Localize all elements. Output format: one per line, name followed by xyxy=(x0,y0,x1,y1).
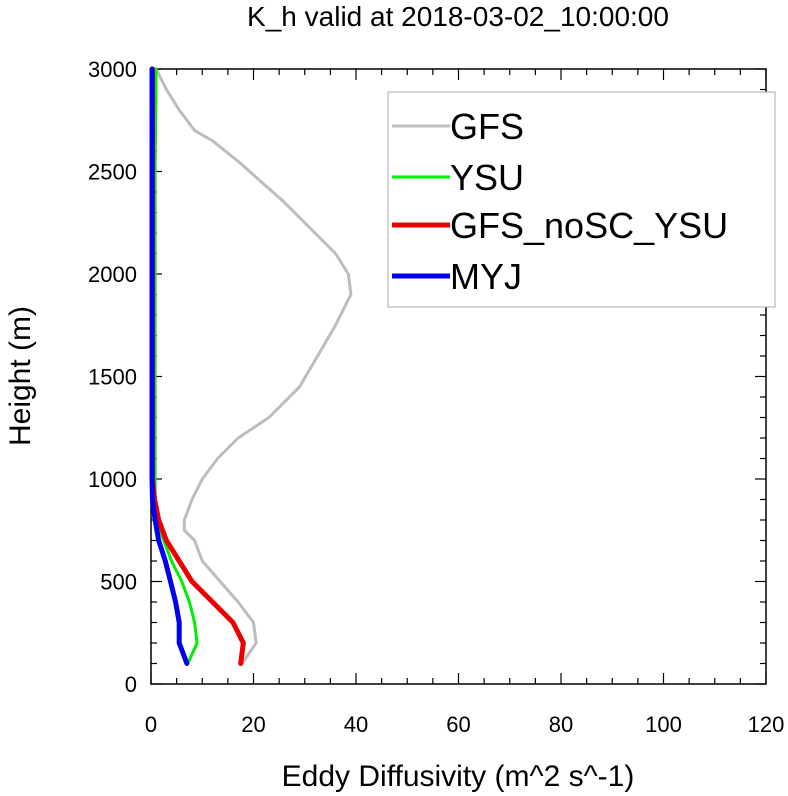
x-tick-label: 40 xyxy=(344,712,368,737)
y-axis-label: Height (m) xyxy=(4,306,37,446)
legend-box xyxy=(387,91,776,308)
y-tick-label: 0 xyxy=(125,672,137,697)
y-tick-label: 3000 xyxy=(88,57,137,82)
x-tick-label: 20 xyxy=(241,712,265,737)
legend-label: GFS_noSC_YSU xyxy=(450,205,728,246)
legend-label: GFS xyxy=(450,106,524,147)
series-line-ysu xyxy=(153,67,199,665)
y-tick-label: 2500 xyxy=(88,160,137,185)
legend-label: MYJ xyxy=(450,256,522,297)
x-tick-label: 60 xyxy=(446,712,470,737)
x-tick-label: 120 xyxy=(748,712,785,737)
y-tick-label: 2000 xyxy=(88,262,137,287)
x-tick-label: 100 xyxy=(645,712,682,737)
x-tick-label: 0 xyxy=(145,712,157,737)
legend-label: YSU xyxy=(450,157,524,198)
legend: GFS YSU GFS_noSC_YSU MYJ xyxy=(387,91,776,308)
x-axis-label: Eddy Diffusivity (m^2 s^-1) xyxy=(282,760,635,793)
chart-title: K_h valid at 2018-03-02_10:00:00 xyxy=(247,1,669,32)
y-tick-label: 1500 xyxy=(88,365,137,390)
series-line-gfs xyxy=(154,67,353,665)
x-tick-label: 80 xyxy=(549,712,573,737)
series-lines xyxy=(149,66,353,666)
y-tick-label: 500 xyxy=(100,570,137,595)
series-line-myj xyxy=(149,66,190,666)
y-tick-label: 1000 xyxy=(88,467,137,492)
